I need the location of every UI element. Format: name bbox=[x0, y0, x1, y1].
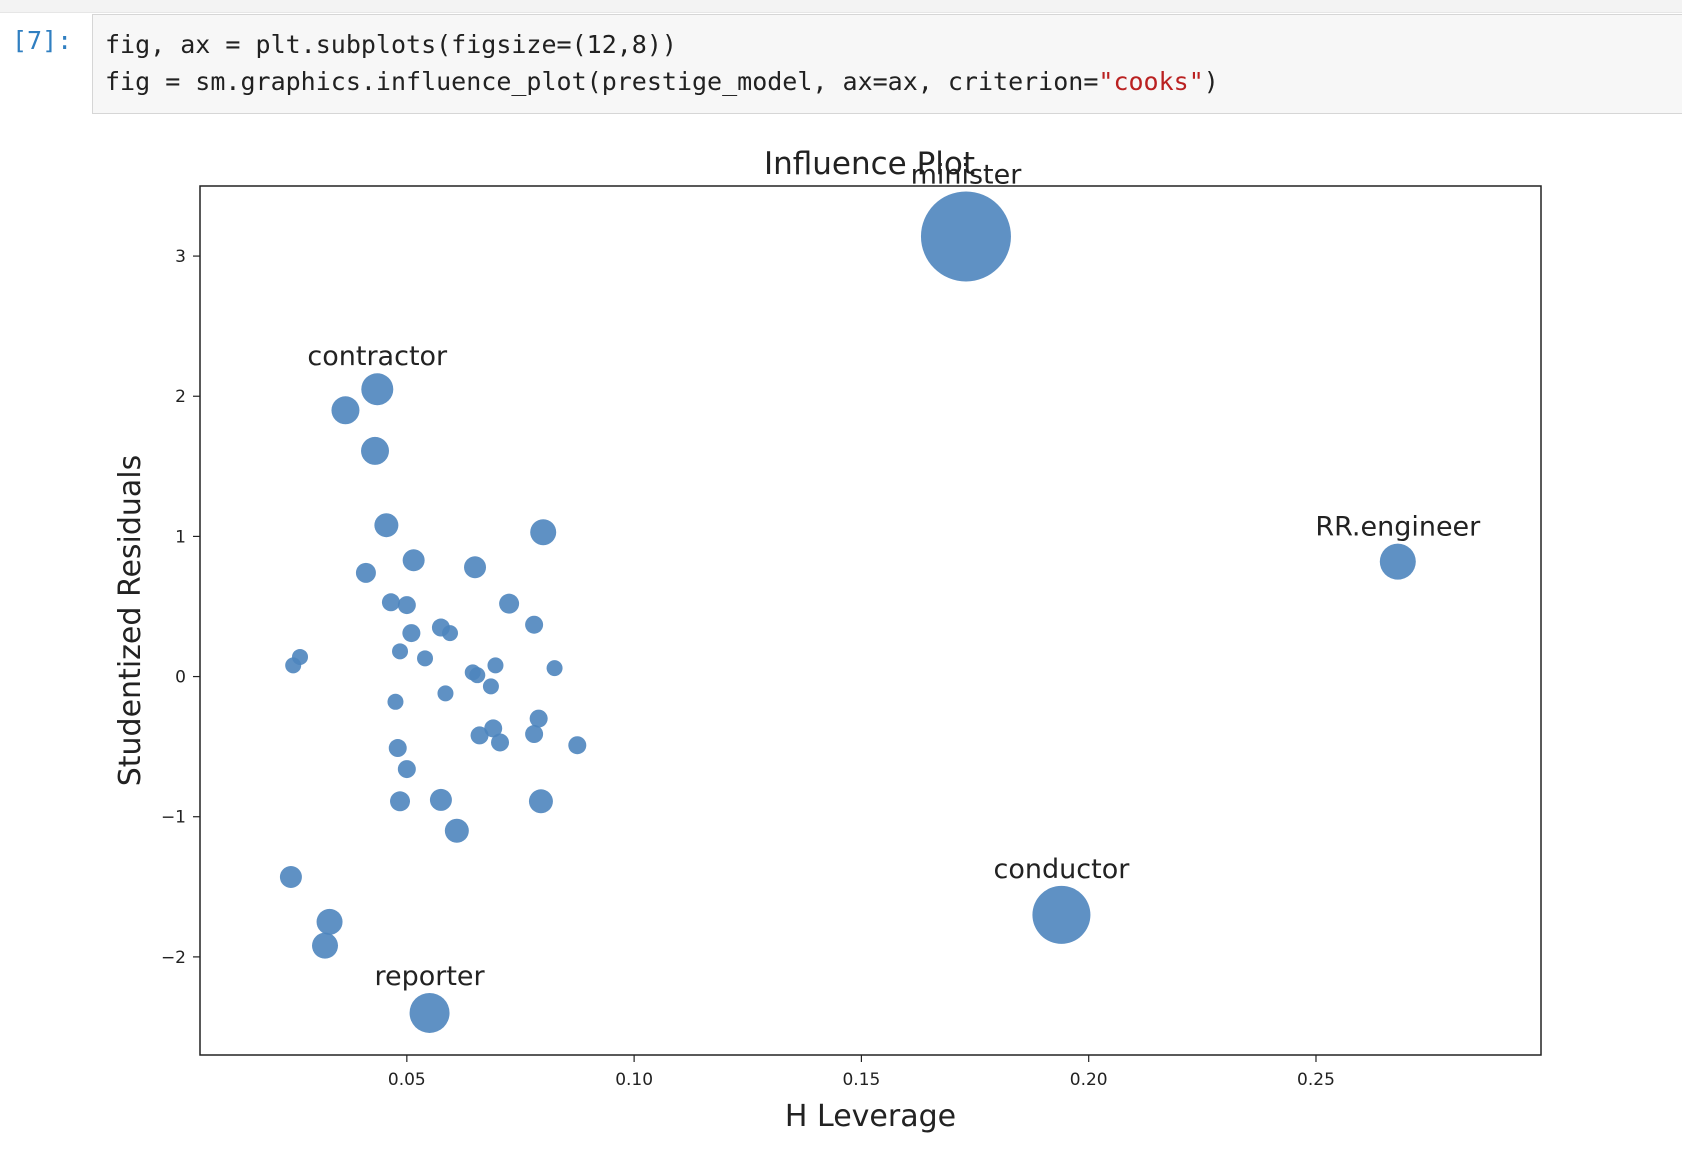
points-layer bbox=[279, 191, 1416, 1033]
data-point bbox=[470, 726, 489, 745]
annotation-minister: minister bbox=[911, 159, 1023, 190]
data-point bbox=[529, 709, 548, 728]
data-point bbox=[381, 593, 400, 612]
point-contractor bbox=[361, 373, 394, 406]
point-reporter bbox=[409, 992, 450, 1033]
data-point bbox=[397, 596, 416, 615]
code-line-1: fig, ax = plt.subplots(figsize=(12,8)) bbox=[105, 30, 677, 59]
cell-prompt: [7]: bbox=[12, 26, 73, 55]
data-point bbox=[482, 678, 499, 695]
data-point bbox=[390, 791, 411, 812]
data-point bbox=[469, 667, 486, 684]
code-line-2-close: ) bbox=[1203, 67, 1219, 96]
y-tick-label: −2 bbox=[161, 948, 186, 968]
annotation-conductor: conductor bbox=[994, 854, 1131, 885]
data-point bbox=[374, 513, 399, 538]
data-point bbox=[361, 436, 390, 465]
data-point bbox=[388, 739, 407, 758]
data-point bbox=[444, 818, 469, 843]
chart-title: Influence Plot bbox=[764, 146, 975, 182]
data-point bbox=[402, 624, 421, 643]
data-point bbox=[525, 615, 544, 634]
x-tick-label: 0.25 bbox=[1297, 1070, 1335, 1090]
data-point bbox=[525, 725, 544, 744]
data-point bbox=[528, 789, 553, 814]
code-line-2-call: fig = sm.graphics.influence_plot(prestig… bbox=[105, 67, 1099, 96]
data-point bbox=[437, 685, 454, 702]
data-point bbox=[491, 733, 510, 752]
data-point bbox=[331, 396, 360, 425]
data-point bbox=[484, 719, 503, 738]
data-point bbox=[316, 908, 343, 935]
data-point bbox=[397, 760, 416, 779]
labels-layer: minister contractor RR.engineer conductor re… bbox=[307, 159, 1481, 991]
data-point bbox=[392, 643, 409, 660]
x-tick-label: 0.15 bbox=[842, 1070, 880, 1090]
code-cell[interactable]: fig, ax = plt.subplots(figsize=(12,8)) f… bbox=[92, 14, 1682, 114]
x-tick-label: 0.10 bbox=[615, 1070, 653, 1090]
plot-frame bbox=[199, 185, 1542, 1056]
x-tick-label: 0.05 bbox=[388, 1070, 426, 1090]
data-point bbox=[530, 519, 557, 546]
y-axis-label: Studentized Residuals bbox=[113, 455, 148, 787]
data-point bbox=[355, 562, 376, 583]
data-point bbox=[387, 693, 404, 710]
data-point bbox=[499, 593, 520, 614]
data-point bbox=[442, 625, 459, 642]
influence-plot-chart: 0.05 0.10 0.15 0.20 0.25 −2 −1 0 1 2 3 minister con… bbox=[113, 146, 1542, 1134]
data-point bbox=[546, 660, 563, 677]
data-point bbox=[285, 657, 302, 674]
x-tick-label: 0.20 bbox=[1070, 1070, 1108, 1090]
y-tick-label: 0 bbox=[175, 668, 186, 688]
data-point bbox=[429, 788, 452, 811]
x-axis-label: H Leverage bbox=[785, 1099, 956, 1134]
data-point bbox=[487, 657, 504, 674]
data-point bbox=[464, 556, 487, 579]
annotation-contractor: contractor bbox=[307, 341, 448, 372]
data-point bbox=[312, 932, 339, 959]
code-string-literal: "cooks" bbox=[1098, 67, 1204, 96]
annotation-reporter: reporter bbox=[374, 961, 485, 992]
ticks-layer: 0.05 0.10 0.15 0.20 0.25 −2 −1 0 1 2 3 bbox=[161, 247, 1335, 1090]
point-conductor bbox=[1032, 885, 1091, 944]
point-rr-engineer bbox=[1379, 543, 1416, 580]
y-tick-label: 2 bbox=[175, 387, 186, 407]
annotation-rr-engineer: RR.engineer bbox=[1315, 512, 1481, 543]
data-point bbox=[279, 865, 302, 888]
code-line-2: fig = sm.graphics.influence_plot(prestig… bbox=[105, 67, 1219, 96]
data-point bbox=[402, 549, 425, 572]
y-tick-label: 3 bbox=[175, 247, 186, 267]
notebook-top-bar bbox=[0, 0, 1682, 13]
y-tick-label: −1 bbox=[161, 808, 186, 828]
data-point bbox=[417, 650, 434, 667]
point-minister bbox=[920, 191, 1011, 282]
data-point bbox=[568, 736, 587, 755]
y-tick-label: 1 bbox=[175, 527, 186, 547]
